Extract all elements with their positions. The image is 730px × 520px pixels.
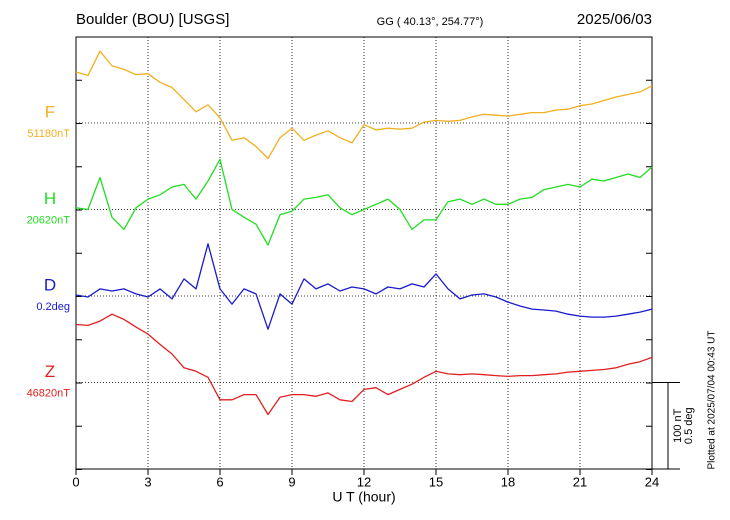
series-line bbox=[75, 313, 653, 416]
series-line bbox=[75, 158, 653, 246]
scale-label: 0.5 deg bbox=[683, 407, 695, 444]
series-name: H bbox=[44, 189, 56, 208]
x-tick-label: 3 bbox=[144, 474, 151, 489]
baseline-label: 0.2deg bbox=[36, 301, 70, 313]
x-axis-label: U T (hour) bbox=[332, 489, 395, 505]
x-tick-label: 6 bbox=[216, 474, 223, 489]
chart-title: Boulder (BOU) [USGS] bbox=[76, 11, 229, 28]
footnote: Plotted at 2025/07/04 00:43 UT bbox=[707, 331, 718, 470]
x-tick-label: 15 bbox=[429, 474, 443, 489]
series-line bbox=[75, 50, 653, 160]
series-name: F bbox=[45, 102, 55, 121]
series-name: Z bbox=[45, 362, 55, 381]
chart-date: 2025/06/03 bbox=[577, 11, 652, 28]
scale-label: 100 nT bbox=[672, 408, 684, 443]
chart-subtitle: GG ( 40.13°, 254.77°) bbox=[377, 16, 484, 28]
x-tick-label: 18 bbox=[501, 474, 515, 489]
baseline-label: 20620nT bbox=[27, 214, 71, 226]
baseline-label: 46820nT bbox=[27, 387, 71, 399]
x-tick-label: 12 bbox=[357, 474, 371, 489]
x-tick-label: 9 bbox=[288, 474, 295, 489]
baseline-label: 51180nT bbox=[27, 128, 70, 140]
x-tick-label: 21 bbox=[573, 474, 587, 489]
x-tick-label: 24 bbox=[645, 474, 659, 489]
series-line bbox=[75, 243, 653, 330]
series-name: D bbox=[44, 275, 56, 294]
x-tick-label: 0 bbox=[72, 474, 79, 489]
